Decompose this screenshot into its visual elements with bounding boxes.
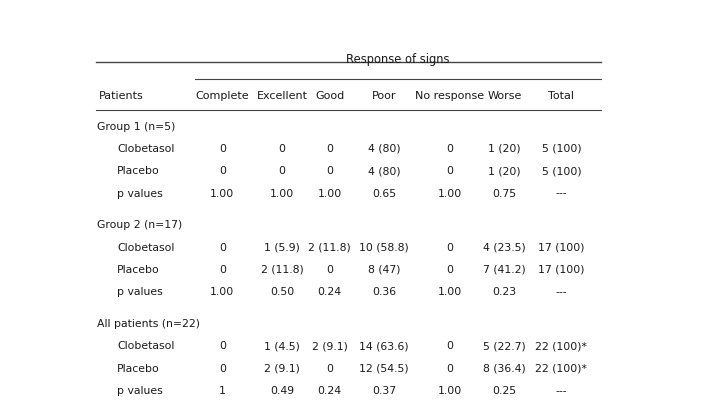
Text: 0: 0 bbox=[219, 243, 226, 253]
Text: 17 (100): 17 (100) bbox=[538, 243, 585, 253]
Text: 2 (11.8): 2 (11.8) bbox=[261, 265, 303, 275]
Text: 5 (22.7): 5 (22.7) bbox=[483, 341, 526, 351]
Text: 0: 0 bbox=[326, 265, 334, 275]
Text: 0.23: 0.23 bbox=[492, 287, 516, 297]
Text: ---: --- bbox=[555, 189, 567, 199]
Text: 0: 0 bbox=[219, 166, 226, 176]
Text: 1 (5.9): 1 (5.9) bbox=[264, 243, 300, 253]
Text: 8 (36.4): 8 (36.4) bbox=[483, 364, 526, 374]
Text: 0.65: 0.65 bbox=[372, 189, 396, 199]
Text: ---: --- bbox=[555, 386, 567, 396]
Text: Total: Total bbox=[549, 91, 575, 102]
Text: 0: 0 bbox=[219, 144, 226, 154]
Text: 0: 0 bbox=[219, 341, 226, 351]
Text: 1.00: 1.00 bbox=[438, 386, 462, 396]
Text: 0.50: 0.50 bbox=[270, 287, 295, 297]
Text: 4 (80): 4 (80) bbox=[367, 166, 400, 176]
Text: 1.00: 1.00 bbox=[438, 287, 462, 297]
Text: 4 (23.5): 4 (23.5) bbox=[483, 243, 526, 253]
Text: Poor: Poor bbox=[372, 91, 396, 102]
Text: 10 (58.8): 10 (58.8) bbox=[359, 243, 409, 253]
Text: Group 2 (n=17): Group 2 (n=17) bbox=[97, 220, 182, 230]
Text: Complete: Complete bbox=[196, 91, 249, 102]
Text: 0.75: 0.75 bbox=[492, 189, 516, 199]
Text: 0: 0 bbox=[326, 166, 334, 176]
Text: 1.00: 1.00 bbox=[270, 189, 295, 199]
Text: ---: --- bbox=[555, 287, 567, 297]
Text: 22 (100)*: 22 (100)* bbox=[536, 364, 587, 374]
Text: Placebo: Placebo bbox=[117, 364, 160, 374]
Text: 2 (9.1): 2 (9.1) bbox=[312, 341, 348, 351]
Text: 1.00: 1.00 bbox=[210, 287, 235, 297]
Text: Placebo: Placebo bbox=[117, 166, 160, 176]
Text: 1 (20): 1 (20) bbox=[488, 144, 521, 154]
Text: p values: p values bbox=[117, 287, 163, 297]
Text: Good: Good bbox=[315, 91, 344, 102]
Text: 2 (9.1): 2 (9.1) bbox=[264, 364, 300, 374]
Text: 1 (4.5): 1 (4.5) bbox=[264, 341, 300, 351]
Text: No response: No response bbox=[415, 91, 484, 102]
Text: 0.24: 0.24 bbox=[318, 287, 342, 297]
Text: Placebo: Placebo bbox=[117, 265, 160, 275]
Text: Response of signs: Response of signs bbox=[347, 53, 450, 66]
Text: 0.49: 0.49 bbox=[270, 386, 295, 396]
Text: Clobetasol: Clobetasol bbox=[117, 144, 175, 154]
Text: 0: 0 bbox=[279, 166, 286, 176]
Text: 0: 0 bbox=[326, 144, 334, 154]
Text: 0: 0 bbox=[446, 243, 453, 253]
Text: 0: 0 bbox=[219, 364, 226, 374]
Text: 0: 0 bbox=[446, 166, 453, 176]
Text: 0: 0 bbox=[446, 364, 453, 374]
Text: 1.00: 1.00 bbox=[438, 189, 462, 199]
Text: 22 (100)*: 22 (100)* bbox=[536, 341, 587, 351]
Text: 0.24: 0.24 bbox=[318, 386, 342, 396]
Text: 2 (11.8): 2 (11.8) bbox=[308, 243, 351, 253]
Text: 0: 0 bbox=[446, 341, 453, 351]
Text: 0: 0 bbox=[326, 364, 334, 374]
Text: 12 (54.5): 12 (54.5) bbox=[360, 364, 409, 374]
Text: Patients: Patients bbox=[99, 91, 144, 102]
Text: 17 (100): 17 (100) bbox=[538, 265, 585, 275]
Text: Excellent: Excellent bbox=[257, 91, 308, 102]
Text: 0: 0 bbox=[279, 144, 286, 154]
Text: Group 1 (n=5): Group 1 (n=5) bbox=[97, 122, 175, 131]
Text: 4 (80): 4 (80) bbox=[367, 144, 400, 154]
Text: Worse: Worse bbox=[487, 91, 521, 102]
Text: 7 (41.2): 7 (41.2) bbox=[483, 265, 526, 275]
Text: 14 (63.6): 14 (63.6) bbox=[360, 341, 409, 351]
Text: 0: 0 bbox=[219, 265, 226, 275]
Text: 5 (100): 5 (100) bbox=[542, 144, 581, 154]
Text: 0: 0 bbox=[446, 144, 453, 154]
Text: 1: 1 bbox=[219, 386, 226, 396]
Text: Clobetasol: Clobetasol bbox=[117, 243, 175, 253]
Text: All patients (n=22): All patients (n=22) bbox=[97, 319, 200, 329]
Text: 0.37: 0.37 bbox=[372, 386, 396, 396]
Text: 5 (100): 5 (100) bbox=[542, 166, 581, 176]
Text: 0.36: 0.36 bbox=[372, 287, 396, 297]
Text: 0: 0 bbox=[446, 265, 453, 275]
Text: p values: p values bbox=[117, 386, 163, 396]
Text: 8 (47): 8 (47) bbox=[367, 265, 400, 275]
Text: 1.00: 1.00 bbox=[210, 189, 235, 199]
Text: 0.25: 0.25 bbox=[492, 386, 516, 396]
Text: p values: p values bbox=[117, 189, 163, 199]
Text: Clobetasol: Clobetasol bbox=[117, 341, 175, 351]
Text: 1 (20): 1 (20) bbox=[488, 166, 521, 176]
Text: 1.00: 1.00 bbox=[318, 189, 342, 199]
